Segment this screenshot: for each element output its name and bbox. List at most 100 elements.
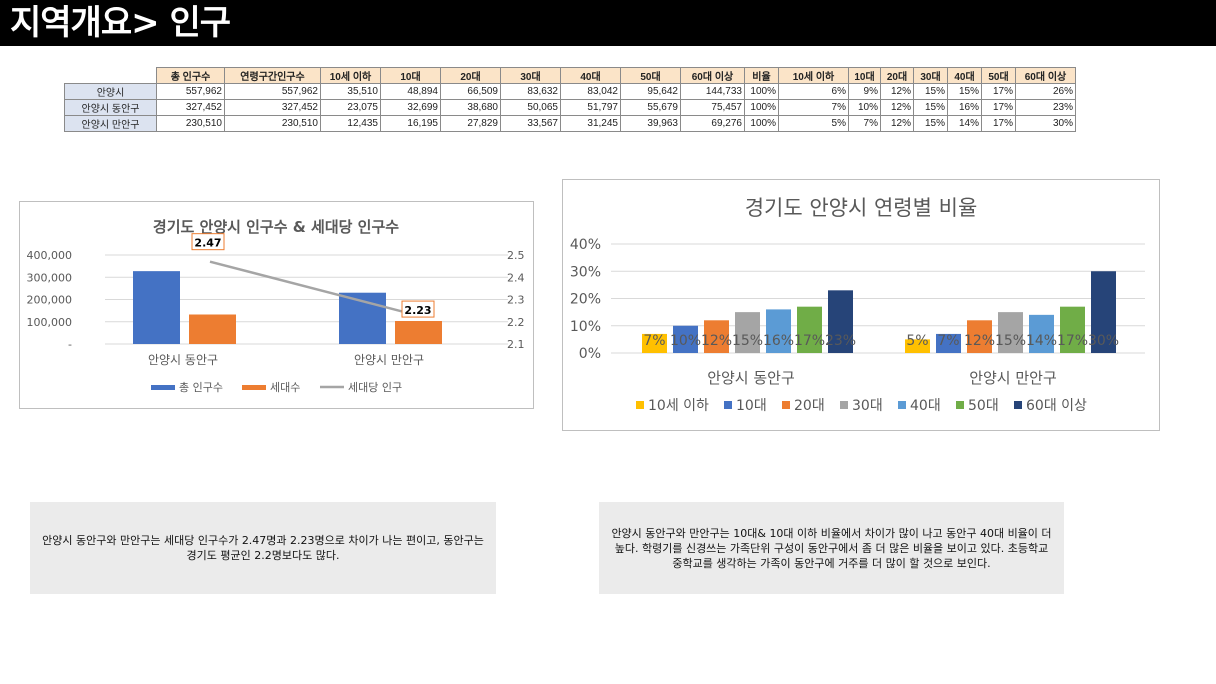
table-column-header: 총 인구수 xyxy=(156,67,225,84)
bar-population xyxy=(133,271,180,344)
table-column-header: 50대 xyxy=(981,67,1016,84)
data-label: 17% xyxy=(794,333,825,349)
table-cell: 12,435 xyxy=(320,115,381,132)
table-cell: 83,632 xyxy=(500,83,561,100)
table-cell: 15% xyxy=(913,115,948,132)
note-age-ratio: 안양시 동안구와 만안구는 10대& 10대 이하 비율에서 차이가 많이 나고… xyxy=(599,502,1064,594)
page-title: 지역개요> 인구 xyxy=(10,3,231,43)
table-cell: 35,510 xyxy=(320,83,381,100)
table-cell: 230,510 xyxy=(224,115,321,132)
data-label-box xyxy=(191,233,225,251)
data-label: 16% xyxy=(763,333,794,349)
legend-label: 세대수 xyxy=(270,381,300,394)
x-category-label: 안양시 동안구 xyxy=(707,369,795,387)
table-cell: 6% xyxy=(778,83,849,100)
data-label: 14% xyxy=(1026,333,1057,349)
x-category-label: 안양시 만안구 xyxy=(969,369,1057,387)
bar-10대 xyxy=(936,333,961,353)
table-cell: 33,567 xyxy=(500,115,561,132)
legend-label: 40대 xyxy=(910,398,941,414)
y-tick-label: 400,000 xyxy=(27,249,73,262)
y-tick-label: 0% xyxy=(579,346,601,362)
bar-20대 xyxy=(704,320,729,353)
table-column-header: 연령구간인구수 xyxy=(224,67,321,84)
table-column-header: 30대 xyxy=(913,67,948,84)
y2-tick-label: 2.2 xyxy=(507,316,525,329)
legend-swatch xyxy=(782,401,790,409)
table-column-header: 10대 xyxy=(848,67,881,84)
chart-title: 경기도 안양시 연령별 비율 xyxy=(745,196,978,220)
table-cell: 557,962 xyxy=(156,83,225,100)
y-tick-label: 200,000 xyxy=(27,294,73,307)
table-cell: 14% xyxy=(947,115,982,132)
y-tick-label: 100,000 xyxy=(27,316,73,329)
table-row-label: 안양시 동안구 xyxy=(64,99,157,116)
table-cell: 23% xyxy=(1015,99,1076,116)
bar-10세 이하 xyxy=(642,333,667,353)
data-label: 7% xyxy=(643,333,665,349)
table-cell: 39,963 xyxy=(620,115,681,132)
table-cell: 26% xyxy=(1015,83,1076,100)
x-category-label: 안양시 동안구 xyxy=(148,353,218,367)
table-cell: 38,680 xyxy=(440,99,501,116)
bar-40대 xyxy=(1029,314,1054,353)
data-label: 5% xyxy=(906,333,928,349)
table-cell: 230,510 xyxy=(156,115,225,132)
y-tick-label: 30% xyxy=(570,264,601,280)
bar-40대 xyxy=(766,309,791,353)
table-row: 안양시 557,962 557,962 35,510 48,894 66,509 83,63… xyxy=(64,83,1076,100)
table-column-header: 60대 이상 xyxy=(680,67,745,84)
note-household: 안양시 동안구와 만안구는 세대당 인구수가 2.47명과 2.23명으로 차이… xyxy=(30,502,496,594)
table-cell: 83,042 xyxy=(560,83,621,100)
legend-label: 10대 xyxy=(736,398,767,414)
data-label: 7% xyxy=(937,333,959,349)
legend-swatch xyxy=(1014,401,1022,409)
table-cell: 327,452 xyxy=(224,99,321,116)
legend-label: 60대 이상 xyxy=(1026,398,1087,414)
table-cell: 31,245 xyxy=(560,115,621,132)
y2-tick-label: 2.5 xyxy=(507,249,525,262)
table-cell: 32,699 xyxy=(380,99,441,116)
table-cell: 12% xyxy=(880,115,914,132)
table-cell: 95,642 xyxy=(620,83,681,100)
population-table: 총 인구수 연령구간인구수 10세 이하 10대 20대 30대 40대 50대 60대 이상 비… xyxy=(64,67,1076,132)
note-age-ratio-text: 안양시 동안구와 만안구는 10대& 10대 이하 비율에서 차이가 많이 나고… xyxy=(611,526,1052,570)
y2-tick-label: 2.1 xyxy=(507,338,525,351)
legend-swatch xyxy=(724,401,732,409)
table-cell: 9% xyxy=(848,83,881,100)
data-label: 12% xyxy=(701,333,732,349)
bar-households xyxy=(395,320,442,344)
bar-30대 xyxy=(998,312,1023,353)
table-column-header: 30대 xyxy=(500,67,561,84)
table-cell: 144,733 xyxy=(680,83,745,100)
population-household-chart: 경기도 안양시 인구수 & 세대당 인구수 - 100,000 200,000 300,… xyxy=(19,201,534,409)
table-column-header: 비율 xyxy=(744,67,779,84)
table-cell: 75,457 xyxy=(680,99,745,116)
y-tick-label: - xyxy=(68,338,72,351)
table-cell: 17% xyxy=(981,83,1016,100)
table-column-header: 40대 xyxy=(560,67,621,84)
table-column-header: 40대 xyxy=(947,67,982,84)
table-cell: 557,962 xyxy=(224,83,321,100)
legend-swatch xyxy=(898,401,906,409)
table-column-header: 60대 이상 xyxy=(1015,67,1076,84)
age-ratio-chart: 경기도 안양시 연령별 비율 0% 10% 20% 30% 40% 7% 5% 10% 7% 12%… xyxy=(562,179,1160,431)
table-corner xyxy=(64,67,157,84)
bar-60대 이상 xyxy=(1091,271,1116,353)
y-tick-label: 10% xyxy=(570,319,601,335)
table-cell: 17% xyxy=(981,115,1016,132)
bar-50대 xyxy=(797,306,822,353)
table-cell: 55,679 xyxy=(620,99,681,116)
table-cell: 50,065 xyxy=(500,99,561,116)
data-label: 12% xyxy=(964,333,995,349)
bar-30대 xyxy=(735,312,760,353)
table-cell: 15% xyxy=(947,83,982,100)
bar-60대 이상 xyxy=(828,290,853,353)
table-column-header: 10세 이하 xyxy=(320,67,381,84)
table-cell: 100% xyxy=(744,83,779,100)
legend-swatch xyxy=(151,385,175,390)
table-row-label: 안양시 xyxy=(64,83,157,100)
legend-label: 세대당 인구 xyxy=(348,381,402,394)
legend-swatch xyxy=(840,401,848,409)
legend-label: 50대 xyxy=(968,398,999,414)
